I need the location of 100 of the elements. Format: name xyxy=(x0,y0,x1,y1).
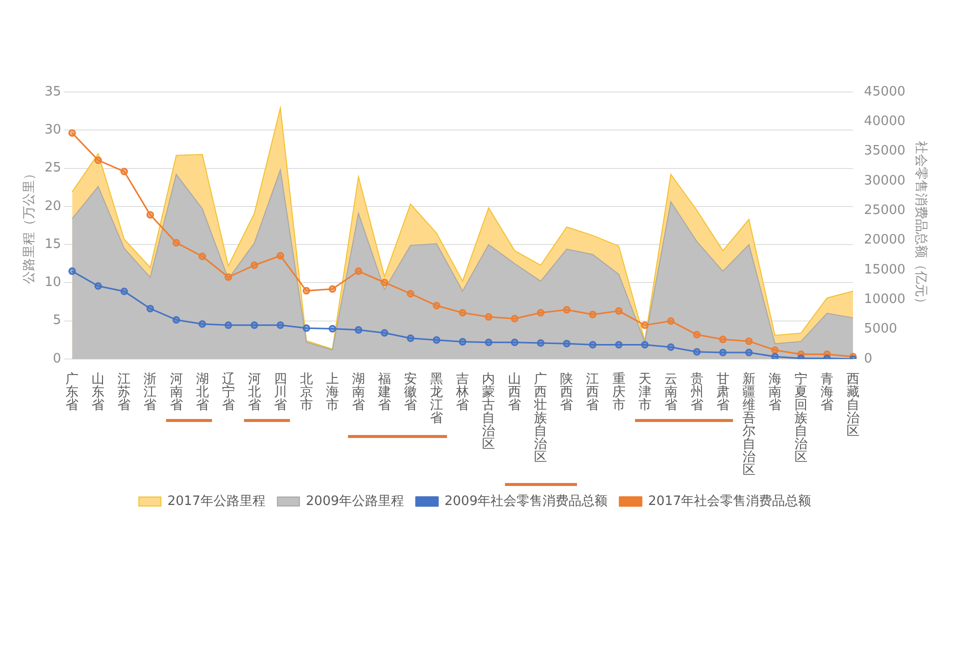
point xyxy=(667,317,675,325)
y2-tick-label: 30000 xyxy=(864,173,906,188)
point xyxy=(771,352,779,359)
point xyxy=(536,308,544,316)
point xyxy=(562,340,570,348)
point xyxy=(536,339,544,347)
point xyxy=(354,267,362,275)
point xyxy=(719,348,727,356)
x-tick-label: 河南省 xyxy=(170,372,183,413)
x-tick-label: 甘肃省 xyxy=(716,372,730,413)
x-tick-label: 云南省 xyxy=(664,372,678,413)
x-tick-label: 福建省 xyxy=(377,372,392,413)
point xyxy=(406,290,414,298)
y-tick-label: 15 xyxy=(44,236,62,252)
x-tick-label: 天津市 xyxy=(638,372,652,413)
point xyxy=(510,314,518,322)
legend-label: 2017年社会零售消费品总额 xyxy=(648,494,812,509)
y-tick-label: 25 xyxy=(44,160,62,176)
point xyxy=(641,341,649,349)
x-tick-label: 四川省 xyxy=(274,372,287,413)
y-axis-title: 公路里程（万公里） xyxy=(22,167,38,284)
x-tick-label: 湖南省 xyxy=(352,372,365,413)
x-tick-label: 安徽省 xyxy=(404,370,418,413)
y2-tick-label: 25000 xyxy=(864,203,906,218)
x-tick-label: 吉林省 xyxy=(455,372,470,413)
point xyxy=(458,338,466,346)
y-tick-label: 20 xyxy=(44,198,62,214)
point xyxy=(641,321,649,329)
point xyxy=(562,306,570,314)
y-tick-label: 10 xyxy=(44,275,62,290)
x-tick-label: 黑龙江省 xyxy=(430,372,444,426)
point xyxy=(146,211,154,219)
x-tick-label: 内蒙古自治区 xyxy=(482,372,496,452)
point xyxy=(302,324,310,332)
legend-label: 2017年公路里程 xyxy=(167,494,266,509)
x-tick-label: 河北省 xyxy=(248,372,261,413)
x-tick-label: 西藏自治区 xyxy=(846,372,860,439)
point xyxy=(667,343,675,351)
y2-axis-title: 社会零售消费品总额（亿元） xyxy=(912,141,928,310)
point xyxy=(771,346,779,354)
y-tick-label: 0 xyxy=(52,351,62,366)
x-tick-label: 新疆维吾尔自治区 xyxy=(742,372,756,478)
y2-tick-label: 0 xyxy=(864,351,872,366)
x-tick-label: 江苏省 xyxy=(118,372,131,413)
point xyxy=(198,320,206,328)
point xyxy=(302,287,310,295)
x-tick-label: 浙江省 xyxy=(144,372,157,413)
y2-tick-label: 35000 xyxy=(864,144,906,159)
point xyxy=(250,262,258,270)
point xyxy=(484,338,492,346)
point xyxy=(588,341,596,349)
x-tick-label: 辽宁省 xyxy=(222,372,235,413)
point xyxy=(276,252,284,260)
x-tick-label: 陕西省 xyxy=(560,372,574,413)
point xyxy=(172,238,180,246)
y2-tick-label: 20000 xyxy=(864,232,906,248)
point xyxy=(406,334,414,342)
point xyxy=(745,348,753,356)
x-tick-label: 广东省 xyxy=(66,372,79,413)
point xyxy=(68,129,76,137)
point xyxy=(328,285,336,293)
y2-tick-label: 40000 xyxy=(864,114,906,130)
x-tick-label: 青海省 xyxy=(820,372,834,413)
y-tick-label: 35 xyxy=(44,84,62,100)
x-tick-label: 江西省 xyxy=(586,372,600,413)
x-tick-label: 北京市 xyxy=(300,372,313,413)
point xyxy=(172,316,180,324)
x-tick-label: 山东省 xyxy=(92,372,105,413)
point xyxy=(94,156,102,164)
point xyxy=(224,321,232,329)
point xyxy=(328,324,336,332)
y2-tick-label: 5000 xyxy=(864,322,898,337)
x-tick-label: 重庆市 xyxy=(612,372,626,413)
y2-tick-label: 15000 xyxy=(864,262,906,278)
point xyxy=(745,337,753,345)
point xyxy=(354,326,362,334)
x-tick-label: 广西壮族自治区 xyxy=(533,372,548,465)
point xyxy=(250,321,258,329)
y-tick-label: 30 xyxy=(44,122,62,138)
point xyxy=(380,329,388,337)
point xyxy=(120,168,128,176)
point xyxy=(615,341,623,349)
point xyxy=(380,278,388,286)
point xyxy=(458,308,466,316)
legend-label: 2009年社会零售消费品总额 xyxy=(444,494,608,509)
y2-tick-label: 45000 xyxy=(864,84,906,100)
point xyxy=(432,336,440,344)
point xyxy=(615,307,623,315)
point xyxy=(484,313,492,321)
point xyxy=(276,321,284,329)
x-tick-label: 宁夏回族自治区 xyxy=(794,370,808,465)
point xyxy=(693,330,701,338)
x-tick-label: 上海市 xyxy=(326,372,339,413)
point xyxy=(146,304,154,312)
point xyxy=(432,302,440,310)
x-tick-label: 贵州省 xyxy=(690,372,704,413)
point xyxy=(198,252,206,260)
point xyxy=(224,273,232,281)
point xyxy=(94,282,102,290)
legend-label: 2009年公路里程 xyxy=(306,494,404,509)
